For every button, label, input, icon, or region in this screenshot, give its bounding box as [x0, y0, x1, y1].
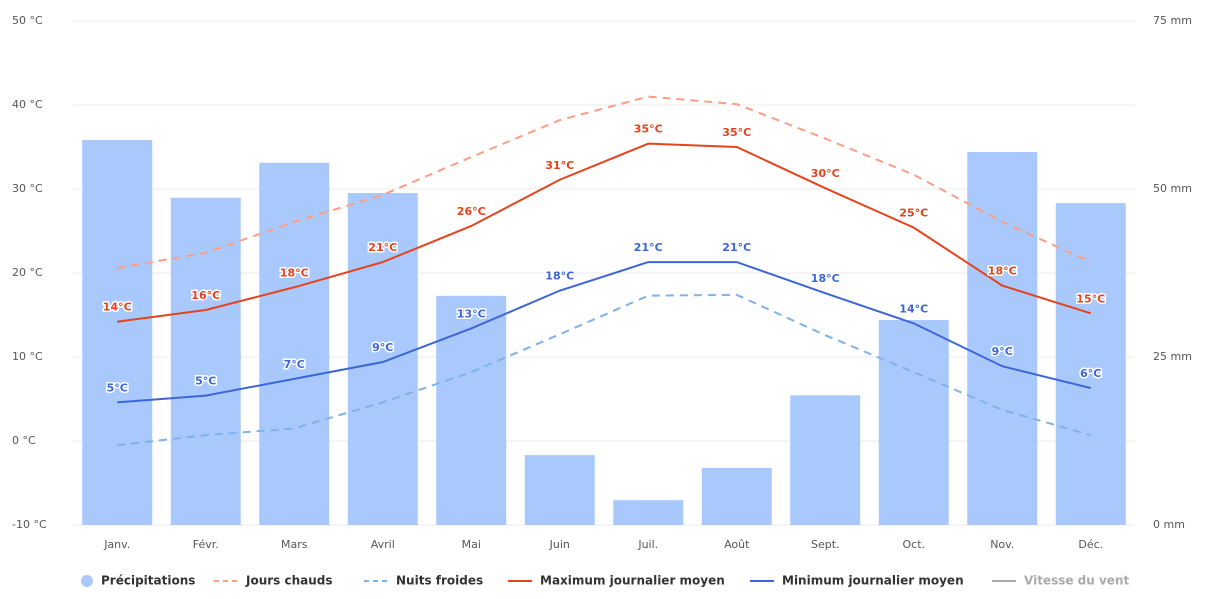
x-tick-label: Mars	[281, 538, 308, 551]
x-tick-label: Août	[724, 538, 750, 551]
data-label: 6°C	[1080, 367, 1101, 380]
data-label: 14°C	[899, 302, 928, 315]
legend-label[interactable]: Vitesse du vent	[1024, 574, 1129, 588]
precipitation-bar	[436, 295, 507, 525]
precipitation-bar	[878, 320, 949, 525]
data-label: 13°C	[457, 307, 486, 320]
data-label: 31°C	[545, 159, 574, 172]
precipitation-bar	[701, 467, 772, 525]
data-label: 21°C	[722, 241, 751, 254]
precipitation-bar	[347, 193, 418, 526]
data-label: 16°C	[191, 289, 220, 302]
temperature-line	[117, 142, 1092, 323]
y-tick-label: 20 °C	[12, 266, 43, 279]
temperature-line	[117, 95, 1092, 269]
y-tick-label: 50 °C	[12, 14, 43, 27]
precipitation-bar	[967, 152, 1038, 526]
x-tick-label: Nov.	[990, 538, 1014, 551]
x-tick-label: Sept.	[811, 538, 840, 551]
x-tick-label: Juin	[549, 538, 570, 551]
data-label: 30°C	[811, 167, 840, 180]
data-label: 18°C	[280, 266, 309, 279]
data-label: 18°C	[811, 272, 840, 285]
precipitation-bar	[170, 197, 241, 525]
legend-label[interactable]: Jours chauds	[245, 574, 333, 588]
data-label: 35°C	[634, 123, 663, 136]
data-label: 21°C	[634, 241, 663, 254]
x-tick-label: Oct.	[902, 538, 925, 551]
x-tick-label: Juil.	[637, 538, 658, 551]
data-label: 14°C	[103, 301, 132, 314]
legend-label[interactable]: Minimum journalier moyen	[782, 574, 964, 588]
legend-label[interactable]: Nuits froides	[396, 574, 483, 588]
data-label: 21°C	[368, 241, 397, 254]
precipitation-bar	[524, 455, 595, 525]
precipitation-bar	[259, 162, 330, 526]
y-tick-label: 10 °C	[12, 350, 43, 363]
x-tick-label: Févr.	[193, 538, 219, 551]
y2-tick-label: 25 mm	[1153, 350, 1192, 363]
data-label: 26°C	[457, 205, 486, 218]
legend-label[interactable]: Précipitations	[101, 574, 195, 588]
data-label: 18°C	[545, 270, 574, 283]
x-tick-label: Déc.	[1078, 538, 1103, 551]
y-tick-label: -10 °C	[12, 518, 47, 531]
temperature-line	[117, 293, 1092, 447]
x-tick-label: Avril	[371, 538, 395, 551]
temperature-line	[117, 261, 1091, 404]
x-tick-label: Janv.	[103, 538, 130, 551]
data-label: 9°C	[992, 345, 1013, 358]
data-label: 35°C	[722, 126, 751, 139]
data-label: 25°C	[899, 207, 928, 220]
precipitation-bar	[613, 500, 684, 525]
data-label: 18°C	[988, 265, 1017, 278]
precipitation-bar	[82, 139, 153, 525]
data-label: 5°C	[107, 381, 128, 394]
y2-tick-label: 50 mm	[1153, 182, 1192, 195]
y-tick-label: 0 °C	[12, 434, 36, 447]
y2-tick-label: 75 mm	[1153, 14, 1192, 27]
data-label: 9°C	[372, 341, 393, 354]
precipitation-bar	[1055, 203, 1126, 525]
data-label: 15°C	[1076, 292, 1105, 305]
legend-label[interactable]: Maximum journalier moyen	[540, 574, 725, 588]
x-tick-label: Mai	[462, 538, 481, 551]
y2-tick-label: 0 mm	[1153, 518, 1185, 531]
y-tick-label: 40 °C	[12, 98, 43, 111]
data-label: 5°C	[195, 375, 216, 388]
y-tick-label: 30 °C	[12, 182, 43, 195]
legend-marker[interactable]	[81, 575, 93, 587]
precipitation-bar	[790, 395, 861, 525]
data-label: 7°C	[284, 358, 305, 371]
